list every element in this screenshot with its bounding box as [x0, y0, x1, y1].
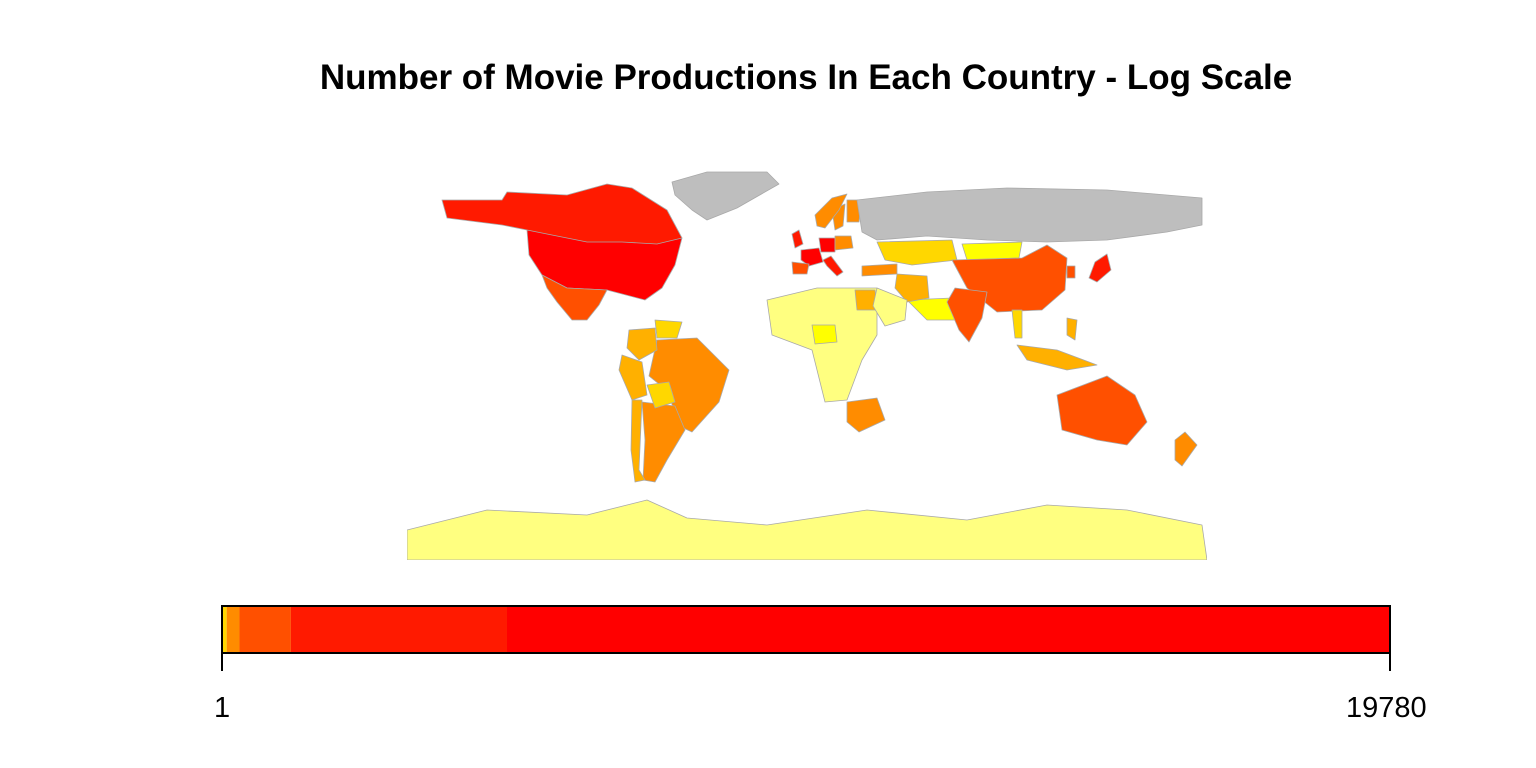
country-greenland [671, 171, 780, 221]
country-russia [856, 187, 1203, 243]
legend-band-4 [290, 606, 507, 653]
legend-band-2 [226, 606, 240, 653]
africa-landmass [766, 287, 878, 403]
legend-band-5 [506, 606, 1390, 653]
country-mexico [541, 274, 608, 321]
country-brazil [648, 337, 730, 433]
country-antarctica [407, 499, 1207, 560]
country-india [946, 287, 988, 343]
country-bolivia [646, 381, 676, 409]
country-italy [822, 255, 844, 277]
country-united-states [526, 229, 683, 301]
country-chile [630, 399, 646, 483]
country-united-kingdom [791, 229, 804, 249]
country-venezuela [654, 319, 683, 339]
country-saudi-arabia [872, 287, 908, 327]
legend-band-1 [222, 606, 227, 653]
country-south-africa [846, 397, 886, 433]
country-poland [834, 235, 854, 251]
country-spain [791, 261, 810, 275]
country-colombia [626, 327, 658, 361]
legend-frame [221, 605, 1391, 654]
country-iran [894, 273, 930, 303]
country-canada [441, 183, 683, 245]
country-thailand [1011, 309, 1023, 339]
legend-min-label: 1 [214, 692, 231, 724]
chart-title: Number of Movie Productions In Each Coun… [319, 58, 1293, 97]
country-indonesia [1016, 344, 1098, 371]
country-kazakhstan [876, 239, 958, 266]
country-new-zealand [1174, 431, 1198, 467]
country-south-korea [1066, 265, 1076, 279]
country-peru [618, 354, 648, 401]
country-argentina [641, 401, 686, 483]
country-australia [1056, 375, 1148, 446]
country-japan [1088, 253, 1112, 283]
legend-max-label: 19780 [1346, 692, 1427, 724]
world-choropleth-map [407, 170, 1207, 560]
country-nigeria [811, 324, 838, 345]
country-norway [814, 193, 848, 229]
country-philippines [1066, 317, 1078, 341]
country-france [800, 247, 824, 267]
legend-band-3 [239, 606, 291, 653]
country-germany [818, 237, 836, 253]
